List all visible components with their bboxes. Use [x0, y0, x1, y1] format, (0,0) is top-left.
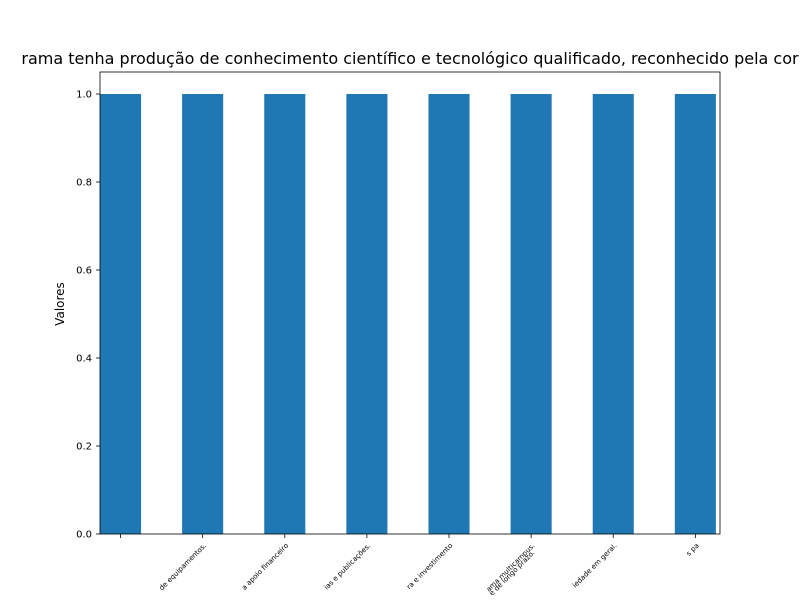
bar-1: [182, 94, 224, 534]
y-tick-label-4: 0.8: [76, 178, 92, 189]
bars: [100, 94, 716, 534]
chart-title: rama tenha produção de conhecimento cien…: [21, 49, 799, 68]
x-axis-ticks: de equipamentos. a apoio financeiro ias e …: [120, 534, 701, 598]
bar-4: [428, 94, 470, 534]
y-tick-label-5: 1.0: [76, 90, 92, 101]
bar-5: [510, 94, 552, 534]
y-tick-label-1: 0.2: [76, 442, 92, 453]
bar-6: [592, 94, 634, 534]
x-tick-label-2: a apoio financeiro: [240, 542, 290, 592]
x-tick-label-7: s pa: [685, 542, 701, 558]
x-tick-label-1: de equipamentos.: [158, 542, 208, 592]
y-tick-label-2: 0.4: [76, 354, 92, 365]
y-tick-label-0: 0.0: [76, 530, 92, 541]
bar-0: [100, 94, 142, 534]
x-tick-label-5-1: e de longo prazo.: [488, 549, 537, 598]
x-tick-label-6: iedade em geral.: [571, 542, 619, 590]
bar-2: [264, 94, 306, 534]
y-tick-label-3: 0.6: [76, 266, 92, 277]
x-tick-label-3: ias e publicações.: [323, 542, 373, 592]
bar-3: [346, 94, 388, 534]
bar-7: [674, 94, 716, 534]
x-tick-label-4: ra e investimento: [405, 542, 454, 591]
plot-frame: [99, 71, 721, 535]
y-axis-ticks: 0.0 0.2 0.4 0.6 0.8 1.0: [76, 90, 100, 541]
y-axis-label: Valores: [53, 282, 67, 326]
